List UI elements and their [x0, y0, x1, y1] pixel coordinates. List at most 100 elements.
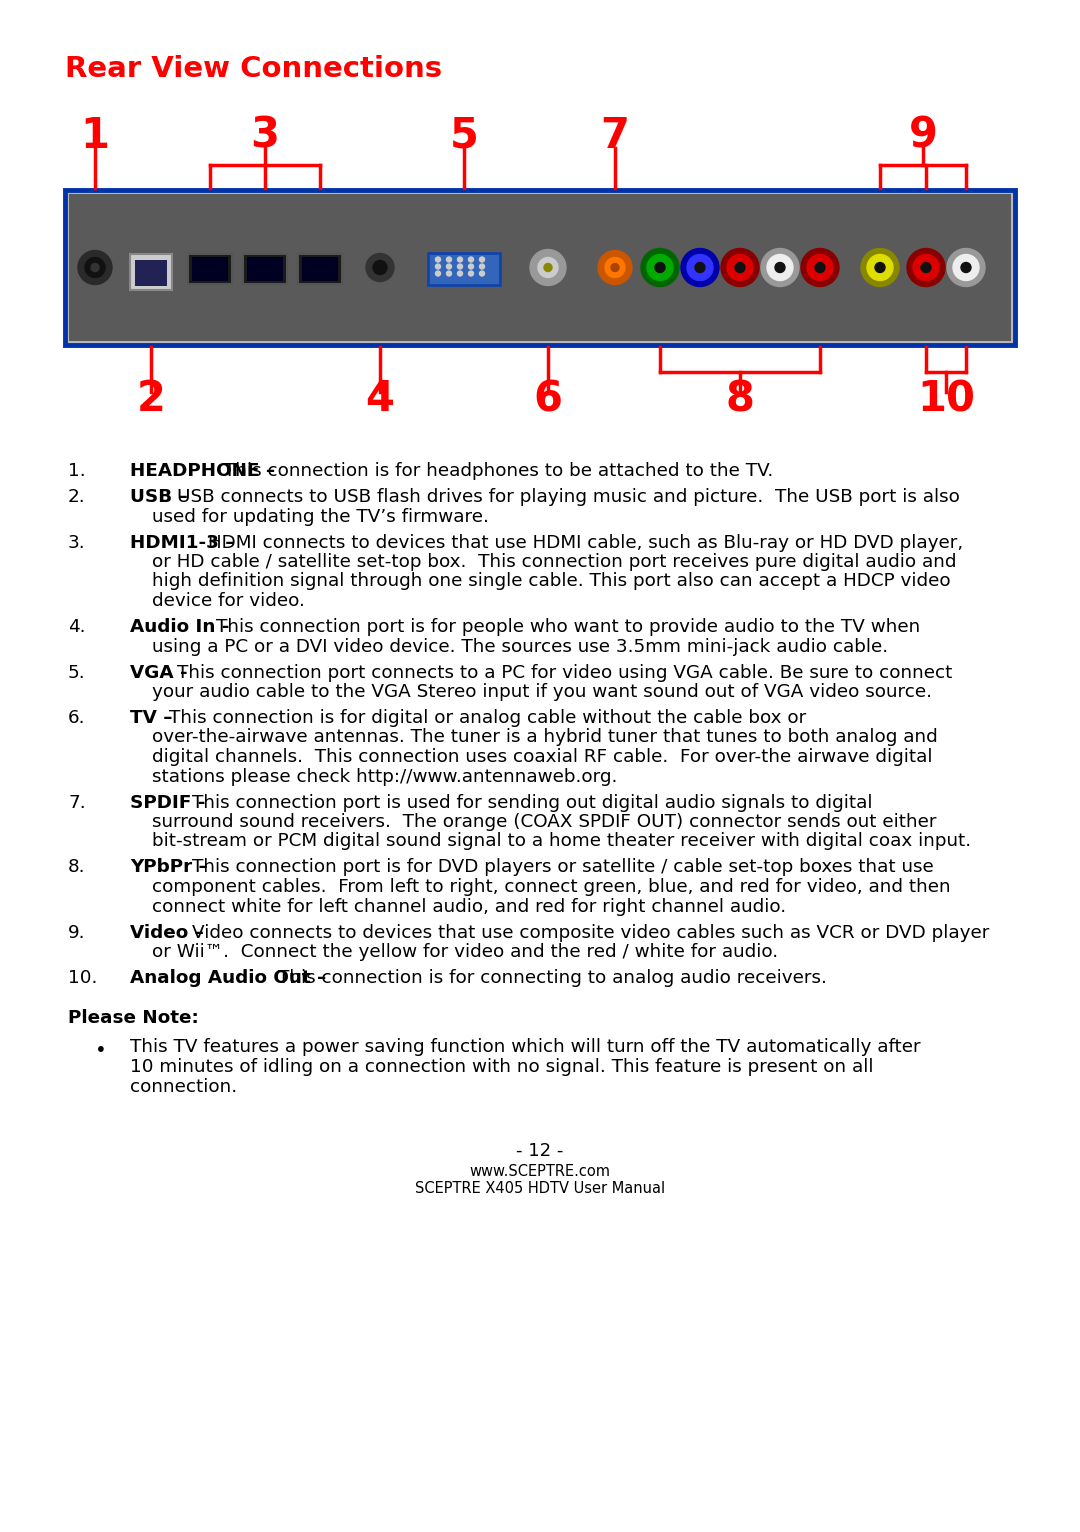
Text: - 12 -: - 12 - — [516, 1141, 564, 1160]
Text: Video connects to devices that use composite video cables such as VCR or DVD pla: Video connects to devices that use compo… — [192, 924, 989, 942]
Circle shape — [947, 248, 985, 286]
Text: YPbPr –: YPbPr – — [130, 858, 214, 876]
Circle shape — [867, 254, 893, 280]
Circle shape — [681, 248, 719, 286]
Text: This connection port connects to a PC for video using VGA cable. Be sure to conn: This connection port connects to a PC fo… — [177, 663, 953, 682]
Text: Audio In -: Audio In - — [130, 617, 235, 636]
Text: connect white for left channel audio, and red for right channel audio.: connect white for left channel audio, an… — [152, 898, 786, 916]
Bar — [130, 253, 172, 290]
Text: 2.: 2. — [68, 489, 85, 506]
Circle shape — [435, 271, 441, 276]
Circle shape — [801, 248, 839, 286]
Circle shape — [807, 254, 833, 280]
Text: HDMI connects to devices that use HDMI cable, such as Blu-ray or HD DVD player,: HDMI connects to devices that use HDMI c… — [208, 533, 963, 552]
Text: 10: 10 — [917, 378, 975, 420]
Circle shape — [921, 262, 931, 273]
Circle shape — [961, 262, 971, 273]
Circle shape — [469, 271, 473, 276]
Bar — [247, 256, 283, 280]
Text: your audio cable to the VGA Stereo input if you want sound out of VGA video sour: your audio cable to the VGA Stereo input… — [152, 683, 932, 702]
Circle shape — [605, 257, 625, 277]
Text: www.SCEPTRE.com: www.SCEPTRE.com — [470, 1164, 610, 1180]
Text: 1.: 1. — [68, 463, 85, 480]
Text: over-the-airwave antennas. The tuner is a hybrid tuner that tunes to both analog: over-the-airwave antennas. The tuner is … — [152, 729, 937, 746]
Circle shape — [721, 248, 759, 286]
Text: high definition signal through one single cable. This port also can accept a HDC: high definition signal through one singl… — [152, 573, 950, 590]
Text: Video –: Video – — [130, 924, 211, 942]
Text: Please Note:: Please Note: — [68, 1010, 199, 1026]
Text: stations please check http://www.antennaweb.org.: stations please check http://www.antenna… — [152, 768, 618, 786]
Circle shape — [446, 271, 451, 276]
Circle shape — [435, 264, 441, 270]
Circle shape — [598, 251, 632, 285]
Circle shape — [530, 250, 566, 285]
Text: 10 minutes of idling on a connection with no signal. This feature is present on : 10 minutes of idling on a connection wit… — [130, 1059, 874, 1075]
Circle shape — [78, 251, 112, 285]
Text: SPDIF -: SPDIF - — [130, 794, 212, 812]
Circle shape — [815, 262, 825, 273]
Circle shape — [469, 257, 473, 262]
Circle shape — [654, 262, 665, 273]
Text: 7: 7 — [600, 115, 630, 156]
Text: digital channels.  This connection uses coaxial RF cable.  For over-the airwave : digital channels. This connection uses c… — [152, 748, 932, 766]
Text: This connection port is used for sending out digital audio signals to digital: This connection port is used for sending… — [192, 794, 873, 812]
Circle shape — [435, 257, 441, 262]
Circle shape — [469, 264, 473, 270]
Text: This TV features a power saving function which will turn off the TV automaticall: This TV features a power saving function… — [130, 1039, 920, 1057]
Text: SCEPTRE X405 HDTV User Manual: SCEPTRE X405 HDTV User Manual — [415, 1181, 665, 1196]
Circle shape — [85, 257, 105, 277]
Text: HEADPHONE –: HEADPHONE – — [130, 463, 282, 480]
Circle shape — [538, 257, 558, 277]
Text: surround sound receivers.  The orange (COAX SPDIF OUT) connector sends out eithe: surround sound receivers. The orange (CO… — [152, 813, 936, 830]
Text: 8: 8 — [726, 378, 755, 420]
Bar — [192, 256, 228, 280]
Circle shape — [696, 262, 705, 273]
Bar — [135, 259, 167, 285]
Text: 5.: 5. — [68, 663, 85, 682]
Circle shape — [913, 254, 939, 280]
Text: 9.: 9. — [68, 924, 85, 942]
Text: USB –: USB – — [130, 489, 194, 506]
Text: using a PC or a DVI video device. The sources use 3.5mm mini-jack audio cable.: using a PC or a DVI video device. The so… — [152, 637, 888, 656]
Text: connection.: connection. — [130, 1077, 238, 1095]
Text: 4: 4 — [365, 378, 394, 420]
Circle shape — [953, 254, 978, 280]
Circle shape — [775, 262, 785, 273]
Text: or Wii™.  Connect the yellow for video and the red / white for audio.: or Wii™. Connect the yellow for video an… — [152, 944, 778, 961]
Bar — [243, 253, 287, 283]
Circle shape — [642, 248, 679, 286]
Text: bit-stream or PCM digital sound signal to a home theater receiver with digital c: bit-stream or PCM digital sound signal t… — [152, 832, 971, 850]
Text: 7.: 7. — [68, 794, 85, 812]
Circle shape — [480, 264, 485, 270]
Text: This connection is for headphones to be attached to the TV.: This connection is for headphones to be … — [224, 463, 773, 480]
Circle shape — [727, 254, 753, 280]
Text: 1: 1 — [81, 115, 109, 156]
Bar — [298, 253, 342, 283]
Circle shape — [647, 254, 673, 280]
Text: 10.: 10. — [68, 970, 97, 987]
Text: 3: 3 — [251, 115, 280, 156]
Text: This connection is for connecting to analog audio receivers.: This connection is for connecting to ana… — [279, 970, 827, 987]
Text: 3.: 3. — [68, 533, 85, 552]
Text: 8.: 8. — [68, 858, 85, 876]
Text: HDMI1-3 –: HDMI1-3 – — [130, 533, 241, 552]
Circle shape — [480, 257, 485, 262]
Bar — [428, 253, 500, 285]
Circle shape — [446, 257, 451, 262]
Circle shape — [875, 262, 885, 273]
Circle shape — [480, 271, 485, 276]
Text: 6.: 6. — [68, 709, 85, 728]
Circle shape — [373, 260, 387, 274]
Text: or HD cable / satellite set-top box.  This connection port receives pure digital: or HD cable / satellite set-top box. Thi… — [152, 553, 957, 571]
Bar — [302, 256, 338, 280]
Text: USB connects to USB flash drives for playing music and picture.  The USB port is: USB connects to USB flash drives for pla… — [177, 489, 960, 506]
Text: VGA -: VGA - — [130, 663, 194, 682]
Text: 9: 9 — [908, 115, 937, 156]
Circle shape — [761, 248, 799, 286]
Circle shape — [458, 271, 462, 276]
Circle shape — [366, 253, 394, 282]
Circle shape — [458, 257, 462, 262]
Bar — [65, 190, 1015, 345]
Text: Analog Audio Out –: Analog Audio Out – — [130, 970, 333, 987]
Circle shape — [907, 248, 945, 286]
